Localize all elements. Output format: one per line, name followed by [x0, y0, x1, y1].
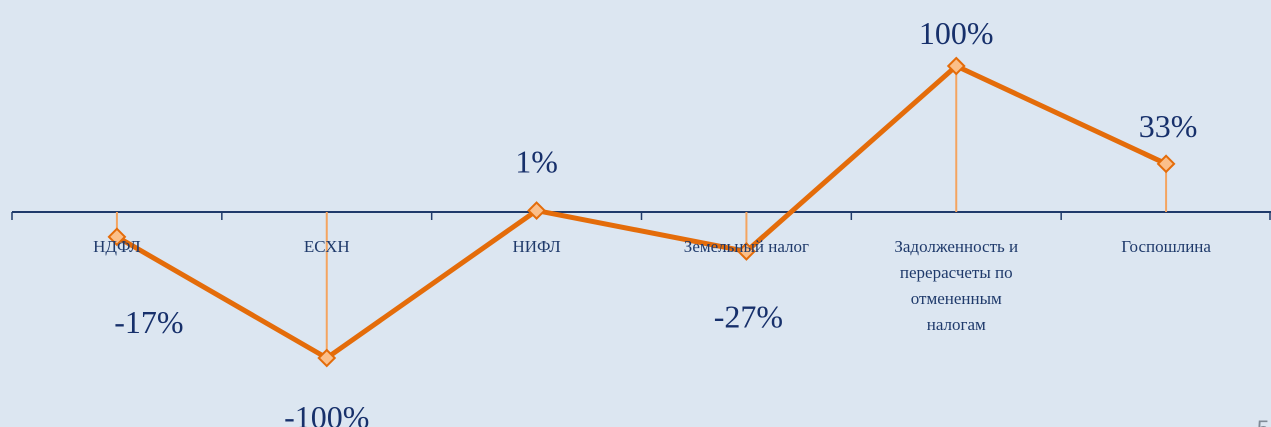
data-point-marker — [737, 242, 756, 261]
data-point-marker — [317, 348, 337, 368]
markers — [107, 56, 1176, 368]
data-point-marker — [946, 56, 966, 76]
labels: НДФЛ ЕСХН НИФЛ Земельный налог Задолженность… — [93, 15, 1211, 427]
x-axis — [11, 211, 1271, 220]
page-number: 5 — [1257, 416, 1269, 427]
category-label: Задолженность и перерасчеты по отмененным н… — [894, 237, 1018, 334]
category-label: ЕСХН — [304, 237, 350, 256]
data-label: 33% — [1139, 108, 1198, 144]
data-label: -17% — [114, 304, 183, 340]
data-point-marker — [527, 201, 546, 220]
data-label: -100% — [284, 399, 369, 427]
category-label: Земельный налог — [684, 237, 809, 256]
data-label: 1% — [515, 144, 558, 180]
data-label: -27% — [714, 298, 783, 334]
data-point-marker — [107, 227, 127, 247]
series-line-layer — [115, 63, 1168, 361]
data-point-marker — [1156, 154, 1176, 174]
data-label: 100% — [919, 15, 994, 51]
series-line — [115, 63, 1168, 361]
category-label: НДФЛ — [93, 237, 141, 256]
category-label: НИФЛ — [512, 237, 561, 256]
category-label: Госпошлина — [1121, 237, 1211, 256]
